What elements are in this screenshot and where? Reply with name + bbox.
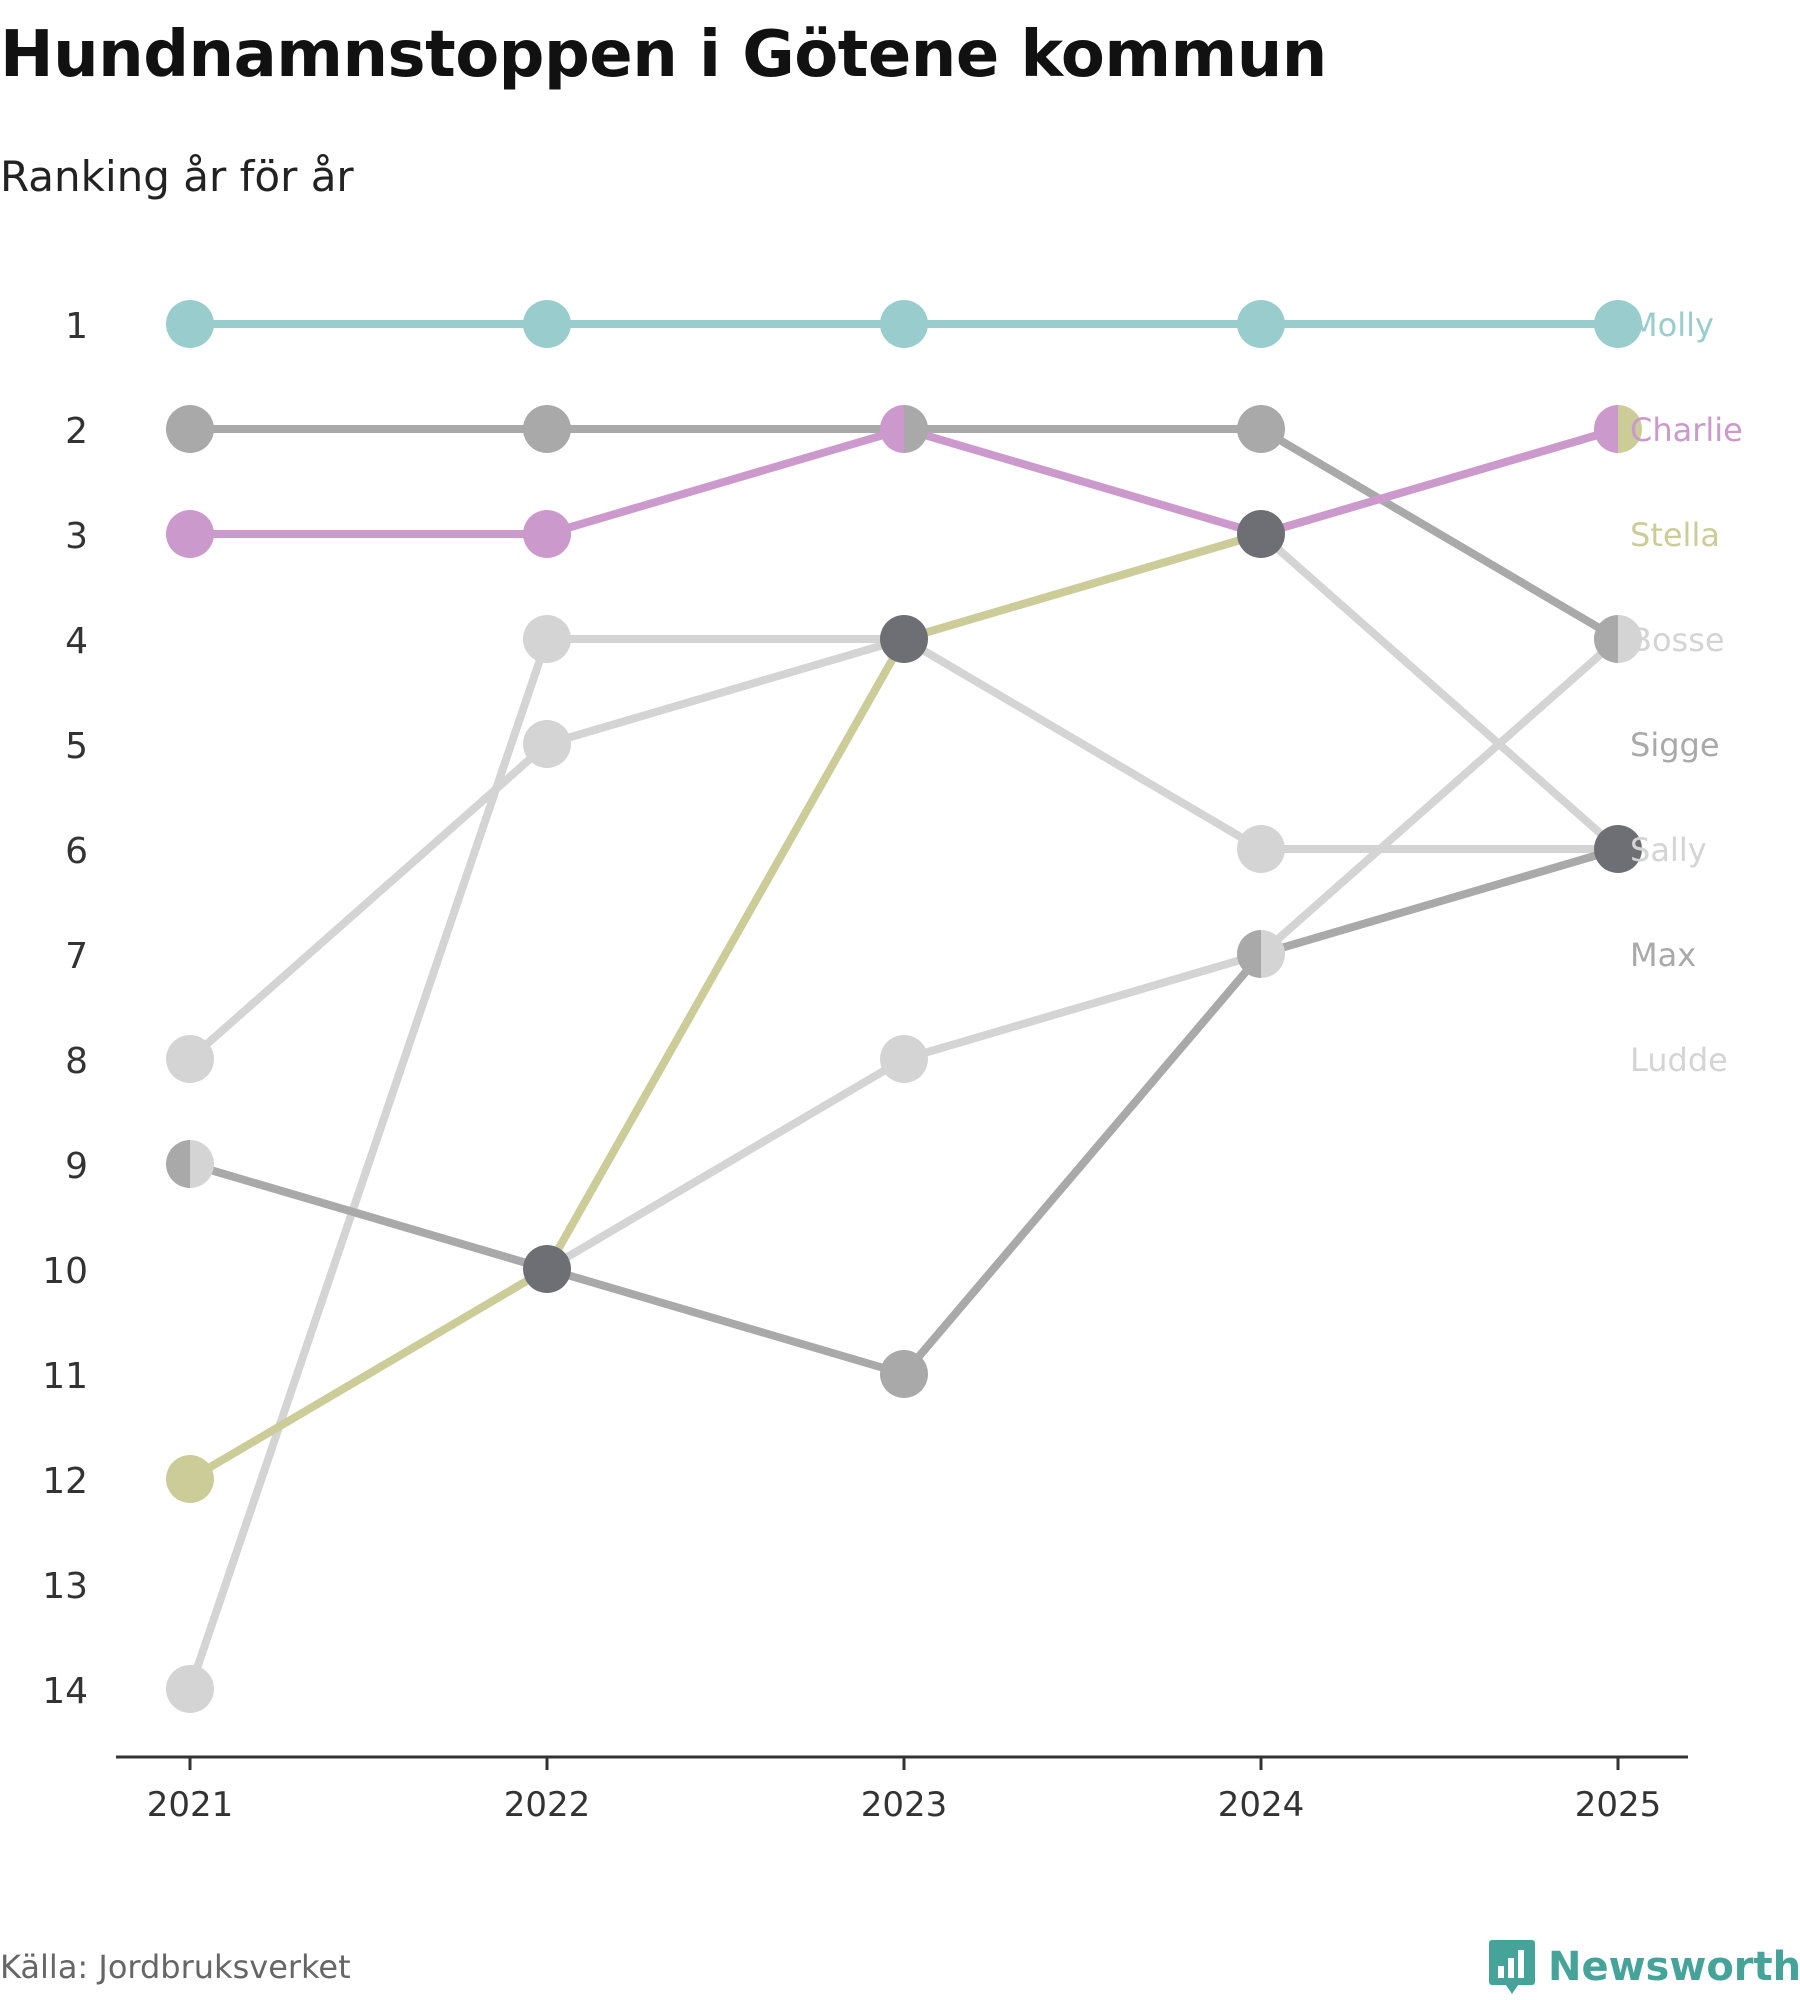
x-tick-label: 2025 xyxy=(1575,1785,1662,1825)
series-points xyxy=(166,300,1642,1713)
source-note: Källa: Jordbruksverket xyxy=(0,1948,351,1986)
series-label-molly: Molly xyxy=(1630,306,1714,344)
y-tick-label: 3 xyxy=(65,516,88,557)
point-ludde xyxy=(166,1665,214,1713)
series-label-bosse: Bosse xyxy=(1630,621,1725,659)
y-tick-label: 6 xyxy=(65,831,88,872)
y-tick-label: 4 xyxy=(65,621,88,662)
chart-subtitle: Ranking år för år xyxy=(0,152,354,201)
point-bosse xyxy=(904,405,928,453)
point-bosse xyxy=(523,405,571,453)
point-bosse xyxy=(1237,405,1285,453)
series-lines xyxy=(186,320,1622,1693)
point-max xyxy=(1618,615,1642,663)
x-tick-label: 2023 xyxy=(861,1785,948,1825)
x-tick-label: 2024 xyxy=(1218,1785,1305,1825)
point-overlap xyxy=(523,1245,571,1293)
series-line-ludde xyxy=(186,635,1622,1693)
point-ludde xyxy=(1237,825,1285,873)
point-molly xyxy=(880,300,928,348)
series-line-sally xyxy=(186,530,1622,1063)
y-tick-label: 14 xyxy=(42,1671,88,1712)
x-tick-label: 2021 xyxy=(147,1785,234,1825)
y-tick-label: 5 xyxy=(65,726,88,767)
series-label-charlie: Charlie xyxy=(1630,411,1743,449)
point-charlie xyxy=(1594,405,1618,453)
point-molly xyxy=(523,300,571,348)
point-charlie xyxy=(166,510,214,558)
point-bosse xyxy=(1594,615,1618,663)
point-overlap xyxy=(880,615,928,663)
y-tick-label: 8 xyxy=(65,1041,88,1082)
point-sally xyxy=(523,720,571,768)
point-sigge xyxy=(1237,930,1261,978)
point-molly xyxy=(1237,300,1285,348)
x-tick-label: 2022 xyxy=(504,1785,591,1825)
y-tick-label: 9 xyxy=(65,1146,88,1187)
series-line-stella xyxy=(186,425,1622,1483)
point-stella xyxy=(1618,405,1642,453)
point-sigge xyxy=(166,1140,190,1188)
y-tick-label: 11 xyxy=(42,1356,88,1397)
y-tick-label: 7 xyxy=(65,936,88,977)
point-max xyxy=(190,1140,214,1188)
point-molly xyxy=(1594,300,1642,348)
y-tick-label: 10 xyxy=(42,1251,88,1292)
brand-logo[interactable]: Newsworthy xyxy=(1488,1938,1800,1996)
point-max xyxy=(1261,930,1285,978)
chart-title: Hundnamnstoppen i Götene kommun xyxy=(0,18,1327,92)
bar-chart-speech-bubble-icon xyxy=(1489,1940,1535,1994)
series-label-sally: Sally xyxy=(1630,831,1707,869)
point-max xyxy=(880,1035,928,1083)
y-tick-label: 12 xyxy=(42,1461,88,1502)
y-tick-label: 2 xyxy=(65,411,88,452)
point-overlap xyxy=(1594,825,1642,873)
series-label-max: Max xyxy=(1630,936,1696,974)
point-ludde xyxy=(523,615,571,663)
point-molly xyxy=(166,300,214,348)
point-charlie xyxy=(523,510,571,558)
brand-name: Newsworthy xyxy=(1548,1944,1800,1990)
point-stella xyxy=(166,1455,214,1503)
point-charlie xyxy=(880,405,904,453)
series-label-stella: Stella xyxy=(1630,516,1720,554)
series-label-sigge: Sigge xyxy=(1630,726,1720,764)
point-overlap xyxy=(1237,510,1285,558)
point-sally xyxy=(166,1035,214,1083)
y-tick-label: 1 xyxy=(65,306,88,347)
series-label-ludde: Ludde xyxy=(1630,1041,1728,1079)
series-labels: Molly Charlie Stella Bosse Sigge Sally Max Ludd… xyxy=(1630,306,1743,1079)
series-line-max xyxy=(186,635,1622,1273)
point-sigge xyxy=(880,1350,928,1398)
y-tick-label: 13 xyxy=(42,1566,88,1607)
series-line-sigge xyxy=(186,845,1622,1378)
point-bosse xyxy=(166,405,214,453)
